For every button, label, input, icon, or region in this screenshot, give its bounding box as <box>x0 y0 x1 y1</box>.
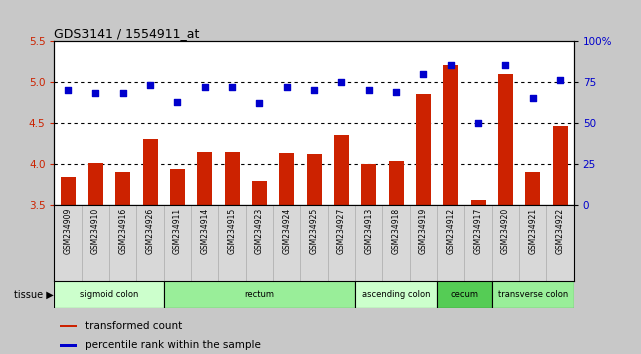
Bar <box>224 152 240 205</box>
Text: GSM234915: GSM234915 <box>228 207 237 254</box>
Text: GSM234916: GSM234916 <box>119 207 128 254</box>
Bar <box>306 154 322 205</box>
Text: GSM234919: GSM234919 <box>419 207 428 254</box>
Point <box>473 120 483 126</box>
Point <box>254 101 265 106</box>
Bar <box>279 154 294 205</box>
Text: ascending colon: ascending colon <box>362 290 430 299</box>
Bar <box>60 325 77 327</box>
Text: GSM234917: GSM234917 <box>474 207 483 254</box>
Bar <box>525 172 540 205</box>
Point <box>90 91 101 96</box>
Bar <box>334 135 349 205</box>
Text: GSM234912: GSM234912 <box>446 207 455 254</box>
Bar <box>142 139 158 205</box>
Point <box>419 71 429 76</box>
Text: transformed count: transformed count <box>85 321 182 331</box>
Point <box>391 89 401 95</box>
Bar <box>88 163 103 205</box>
Text: GSM234910: GSM234910 <box>91 207 100 254</box>
Bar <box>61 177 76 205</box>
Bar <box>498 74 513 205</box>
Bar <box>170 169 185 205</box>
Bar <box>388 161 404 205</box>
Point <box>528 96 538 101</box>
Text: GSM234914: GSM234914 <box>200 207 209 254</box>
Text: GSM234923: GSM234923 <box>255 207 264 254</box>
Bar <box>115 172 130 205</box>
Bar <box>197 152 212 205</box>
Bar <box>362 164 376 205</box>
Point <box>281 84 292 90</box>
Text: tissue ▶: tissue ▶ <box>13 290 53 300</box>
Text: GSM234918: GSM234918 <box>392 207 401 254</box>
Text: GSM234926: GSM234926 <box>146 207 154 254</box>
Bar <box>443 65 458 205</box>
Bar <box>60 344 77 347</box>
Bar <box>492 281 574 308</box>
Text: GSM234925: GSM234925 <box>310 207 319 254</box>
Bar <box>54 281 164 308</box>
Bar <box>416 94 431 205</box>
Point <box>63 87 73 93</box>
Text: GDS3141 / 1554911_at: GDS3141 / 1554911_at <box>54 27 200 40</box>
Point <box>145 82 155 88</box>
Bar <box>437 281 492 308</box>
Bar <box>164 281 355 308</box>
Text: cecum: cecum <box>451 290 478 299</box>
Text: rectum: rectum <box>244 290 274 299</box>
Text: GSM234913: GSM234913 <box>364 207 373 254</box>
Text: sigmoid colon: sigmoid colon <box>80 290 138 299</box>
Text: GSM234909: GSM234909 <box>63 207 72 254</box>
Text: GSM234921: GSM234921 <box>528 207 537 254</box>
Text: GSM234922: GSM234922 <box>556 207 565 254</box>
Point <box>309 87 319 93</box>
Text: GSM234920: GSM234920 <box>501 207 510 254</box>
Text: transverse colon: transverse colon <box>497 290 568 299</box>
Bar <box>252 182 267 205</box>
Point <box>172 99 183 104</box>
Point <box>445 63 456 68</box>
Point <box>199 84 210 90</box>
Text: GSM234911: GSM234911 <box>173 207 182 254</box>
Point <box>337 79 347 85</box>
Point <box>500 63 510 68</box>
Bar <box>470 200 486 205</box>
Point <box>227 84 237 90</box>
Point <box>555 78 565 83</box>
Point <box>118 91 128 96</box>
Bar <box>355 281 437 308</box>
Point <box>363 87 374 93</box>
Text: GSM234927: GSM234927 <box>337 207 346 254</box>
Text: GSM234924: GSM234924 <box>282 207 291 254</box>
Bar <box>553 126 567 205</box>
Text: percentile rank within the sample: percentile rank within the sample <box>85 341 260 350</box>
